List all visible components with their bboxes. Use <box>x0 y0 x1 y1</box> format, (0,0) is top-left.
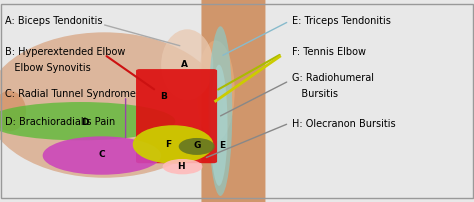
Text: A: A <box>182 60 188 69</box>
Ellipse shape <box>133 125 213 164</box>
Ellipse shape <box>163 159 202 174</box>
Text: Bursitis: Bursitis <box>292 89 337 99</box>
Text: F: F <box>165 140 171 149</box>
Text: B: Hyperextended Elbow: B: Hyperextended Elbow <box>5 46 125 57</box>
Ellipse shape <box>43 136 161 175</box>
Ellipse shape <box>210 65 228 186</box>
Text: H: H <box>177 162 185 171</box>
Text: D: D <box>82 118 89 127</box>
Ellipse shape <box>197 40 235 141</box>
Ellipse shape <box>0 102 175 140</box>
Text: G: Radiohumeral: G: Radiohumeral <box>292 73 374 83</box>
Text: A: Biceps Tendonitis: A: Biceps Tendonitis <box>5 16 102 26</box>
Ellipse shape <box>179 138 215 155</box>
FancyBboxPatch shape <box>136 69 217 163</box>
Text: C: Radial Tunnel Syndrome: C: Radial Tunnel Syndrome <box>5 89 136 99</box>
FancyBboxPatch shape <box>201 0 265 202</box>
Ellipse shape <box>161 29 213 100</box>
Text: B: B <box>160 93 167 101</box>
Text: E: E <box>219 141 225 150</box>
Text: E: Triceps Tendonitis: E: Triceps Tendonitis <box>292 16 391 26</box>
Text: H: Olecranon Bursitis: H: Olecranon Bursitis <box>292 119 395 129</box>
Text: F: Tennis Elbow: F: Tennis Elbow <box>292 46 365 57</box>
Text: Elbow Synovitis: Elbow Synovitis <box>5 63 91 73</box>
Ellipse shape <box>0 91 26 131</box>
Ellipse shape <box>0 32 223 178</box>
Text: G: G <box>193 141 201 150</box>
Text: D: Brachioradialis Pain: D: Brachioradialis Pain <box>5 117 115 127</box>
Ellipse shape <box>209 26 232 196</box>
Text: C: C <box>99 150 105 159</box>
